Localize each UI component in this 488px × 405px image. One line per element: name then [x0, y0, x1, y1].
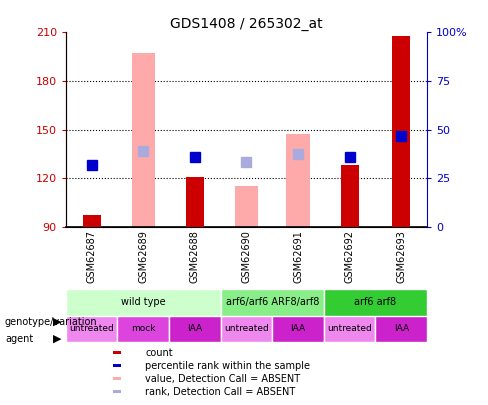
Text: arf6 arf8: arf6 arf8	[354, 297, 396, 307]
Bar	[132, 53, 155, 227]
Text: IAA: IAA	[394, 324, 409, 333]
Text: untreated: untreated	[224, 324, 269, 333]
Text: GSM62688: GSM62688	[190, 230, 200, 283]
FancyBboxPatch shape	[272, 315, 324, 342]
Text: arf6/arf6 ARF8/arf8: arf6/arf6 ARF8/arf8	[225, 297, 319, 307]
Text: ▶: ▶	[53, 317, 61, 327]
Text: GSM62691: GSM62691	[293, 230, 303, 283]
Text: wild type: wild type	[121, 297, 165, 307]
Text: untreated: untreated	[69, 324, 114, 333]
Text: GSM62693: GSM62693	[396, 230, 406, 283]
FancyBboxPatch shape	[221, 315, 272, 342]
FancyBboxPatch shape	[169, 315, 221, 342]
Bar	[113, 364, 122, 367]
Text: count: count	[145, 347, 173, 358]
Text: IAA: IAA	[187, 324, 203, 333]
Bar	[286, 134, 309, 227]
Text: GSM62690: GSM62690	[242, 230, 251, 283]
Bar	[113, 377, 122, 380]
FancyBboxPatch shape	[324, 289, 427, 315]
FancyBboxPatch shape	[66, 289, 221, 315]
Title: GDS1408 / 265302_at: GDS1408 / 265302_at	[170, 17, 323, 31]
Bar	[113, 352, 122, 354]
Text: GSM62692: GSM62692	[345, 230, 355, 283]
Bar	[82, 215, 101, 227]
Bar	[392, 36, 410, 227]
FancyBboxPatch shape	[118, 315, 169, 342]
Text: IAA: IAA	[290, 324, 305, 333]
FancyBboxPatch shape	[324, 315, 375, 342]
Text: GSM62689: GSM62689	[138, 230, 148, 283]
FancyBboxPatch shape	[375, 315, 427, 342]
Text: GSM62687: GSM62687	[87, 230, 97, 283]
Text: value, Detection Call = ABSENT: value, Detection Call = ABSENT	[145, 373, 301, 384]
Text: agent: agent	[5, 334, 33, 344]
Text: untreated: untreated	[327, 324, 372, 333]
Text: percentile rank within the sample: percentile rank within the sample	[145, 360, 310, 371]
Text: rank, Detection Call = ABSENT: rank, Detection Call = ABSENT	[145, 386, 296, 396]
Bar	[235, 186, 258, 227]
Bar	[186, 177, 204, 227]
Text: mock: mock	[131, 324, 156, 333]
Text: genotype/variation: genotype/variation	[5, 317, 98, 327]
FancyBboxPatch shape	[66, 315, 118, 342]
Bar	[113, 390, 122, 393]
FancyBboxPatch shape	[221, 289, 324, 315]
Bar	[341, 165, 359, 227]
Text: ▶: ▶	[53, 334, 61, 344]
